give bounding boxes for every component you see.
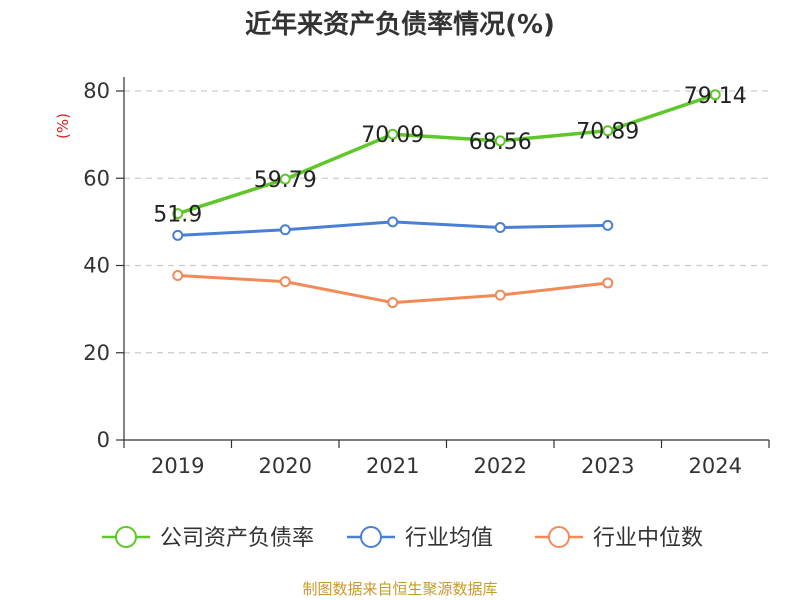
series-point (279, 276, 291, 288)
data-labels: 51.9 59.79 70.09 68.56 70.89 79.14 (153, 84, 746, 228)
x-tick-label: 2024 (689, 454, 742, 478)
data-label: 70.89 (576, 120, 639, 145)
legend-label: 公司资产负债率 (160, 526, 314, 551)
series-point (172, 208, 184, 220)
series-point (387, 128, 399, 140)
series-point (709, 89, 721, 101)
series-point (494, 135, 506, 147)
series-point (387, 216, 399, 228)
legend-marker (115, 526, 137, 548)
legend-marker (548, 526, 570, 548)
series-point (279, 224, 291, 236)
y-tick-label: 20 (83, 341, 110, 365)
legend: 公司资产负债率 行业均值 行业中位数 (102, 526, 703, 551)
legend-label: 行业均值 (405, 526, 493, 551)
y-tick-label: 40 (83, 254, 110, 278)
series-point (279, 173, 291, 185)
series-point (172, 229, 184, 241)
series-point (387, 297, 399, 309)
axes: 0 20 40 60 80 2019 2020 2021 2022 2023 2024 (83, 77, 770, 478)
data-label: 79.14 (684, 84, 747, 109)
x-tick-label: 2019 (151, 454, 204, 478)
data-label: 70.09 (361, 123, 424, 148)
series-point (172, 270, 184, 282)
data-label: 59.79 (254, 168, 317, 193)
legend-marker (360, 526, 382, 548)
series-line (176, 93, 717, 216)
source-note: 制图数据来自恒生聚源数据库 (302, 580, 497, 598)
data-label: 68.56 (469, 130, 532, 155)
data-label: 51.9 (153, 203, 202, 228)
y-tick-label: 0 (97, 428, 110, 452)
x-tick-label: 2020 (259, 454, 312, 478)
series-point (494, 289, 506, 301)
series-point (602, 219, 614, 231)
grid-lines (124, 90, 769, 354)
series-point (602, 125, 614, 137)
legend-label: 行业中位数 (593, 526, 703, 551)
chart-title: 近年来资产负债率情况(%) (245, 9, 555, 40)
y-tick-label: 80 (83, 79, 110, 103)
series-point (494, 222, 506, 234)
x-tick-label: 2022 (474, 454, 527, 478)
series-lines (172, 89, 721, 309)
y-axis-label: (%) (54, 113, 72, 139)
x-tick-label: 2023 (581, 454, 634, 478)
series-point (602, 277, 614, 289)
x-tick-label: 2021 (366, 454, 419, 478)
y-tick-label: 60 (83, 166, 110, 190)
